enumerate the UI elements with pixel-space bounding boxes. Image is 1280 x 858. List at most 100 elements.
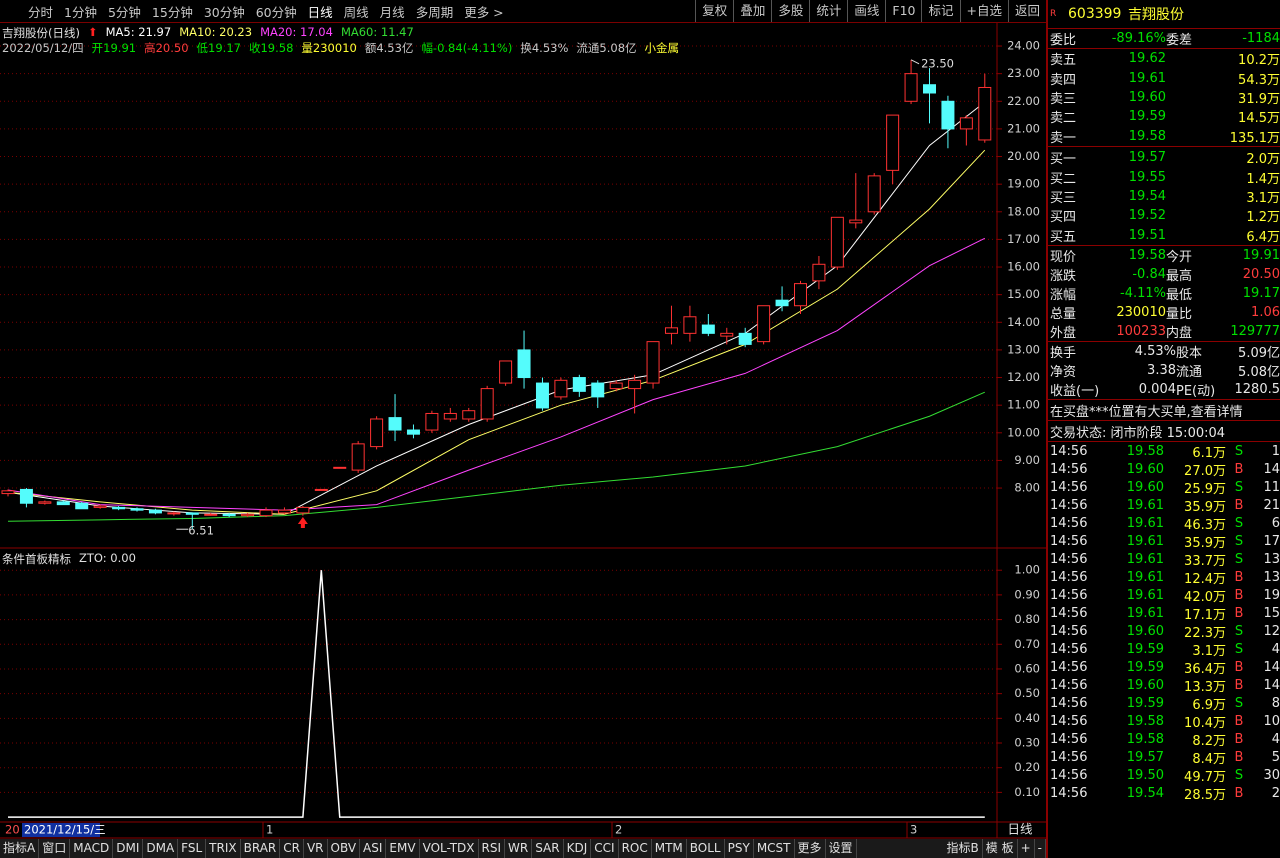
status-row: 交易状态: 闭市阶段 15:00:04 <box>1048 421 1280 441</box>
y-tick-label: 0.30 <box>1014 736 1040 750</box>
tick-cell: 19.59 <box>1126 660 1164 675</box>
tool-button[interactable]: F10 <box>885 0 921 22</box>
indicator-tab[interactable]: EMV <box>386 839 420 858</box>
book-cell: 19.60 <box>1128 89 1166 105</box>
candle-body <box>830 216 844 268</box>
quote-panel: R 603399 吉翔股份 委比 -89.16% 委差 -1184 卖五 19.62 10.2万卖… <box>1046 0 1280 858</box>
period-tab[interactable]: 30分钟 <box>203 4 245 20</box>
tick-cell: 14:56 <box>1050 516 1088 531</box>
indicator-tab[interactable]: KDJ <box>564 839 592 858</box>
period-tab[interactable]: 15分钟 <box>151 4 193 20</box>
indicator-tab[interactable]: WR <box>505 839 533 858</box>
book-cell: 3.1万 <box>1246 190 1280 206</box>
tick-cell: 19.61 <box>1126 534 1164 549</box>
indicator-tab[interactable]: 模 板 <box>983 839 1018 858</box>
tool-button[interactable]: 多股 <box>771 0 809 22</box>
tick-cell: 19.57 <box>1126 750 1164 765</box>
y-tick-label: 10.00 <box>1007 425 1040 439</box>
tick-cell: 13.3万 <box>1184 680 1226 695</box>
indicator-tab[interactable]: 指标B <box>944 839 983 858</box>
indicator-tab[interactable]: 设置 <box>826 839 857 858</box>
indicator-tab[interactable]: CCI <box>591 839 619 858</box>
indicator-tab[interactable]: FSL <box>178 839 207 858</box>
tick-cell: 10.4万 <box>1184 716 1226 731</box>
period-tab[interactable]: 5分钟 <box>107 4 141 20</box>
indicator-tab[interactable]: - <box>1035 839 1046 858</box>
weibi: 委比 -89.16% 委差 -1184 <box>1048 29 1280 49</box>
stats-cell: 19.91 <box>1242 248 1280 263</box>
tool-button[interactable]: 复权 <box>695 0 733 22</box>
ma-label: MA20: 17.04 <box>260 25 333 39</box>
y-tick-label: 8.00 <box>1014 481 1040 495</box>
period-tab[interactable]: 更多 > <box>464 4 504 20</box>
indicator-tab[interactable]: OBV <box>328 839 361 858</box>
period-tabs: 分时 1分钟 5分钟 15分钟 30分钟 60分钟 日线 周线 月线 多周期 更多 > <box>0 2 504 21</box>
indicator-tab[interactable]: 更多 <box>795 839 826 858</box>
indicator-tab[interactable]: SAR <box>532 839 564 858</box>
indicator-tab[interactable]: 窗口 <box>39 839 71 858</box>
candle-body <box>904 73 918 102</box>
period-tab[interactable]: 日线 <box>307 4 333 20</box>
candle-body <box>499 360 513 384</box>
indicator-tab[interactable]: VOL-TDX <box>420 839 479 858</box>
indicator-tab[interactable]: MTM <box>652 839 687 858</box>
tick-cell: 10 <box>1263 714 1280 729</box>
stats-cell: 涨跌 <box>1050 269 1077 284</box>
period-tab[interactable]: 分时 <box>28 4 54 20</box>
tick-row: 14:56 19.50 49.7万 S 30 <box>1048 766 1280 785</box>
period-tab[interactable]: 多周期 <box>415 4 454 20</box>
tick-cell: 8 <box>1271 696 1280 711</box>
tick-cell: B <box>1234 660 1244 675</box>
tick-cell: 19.60 <box>1126 462 1164 477</box>
indicator-tab[interactable]: TRIX <box>206 839 241 858</box>
indicator-tab[interactable]: BRAR <box>241 839 281 858</box>
tool-button[interactable]: 画线 <box>847 0 885 22</box>
tick-cell: 14:56 <box>1050 462 1088 477</box>
candle-body <box>333 466 347 469</box>
stats-cell: 今开 <box>1166 250 1193 265</box>
high-label: 23.50 <box>921 56 954 70</box>
tool-button[interactable]: 标记 <box>921 0 959 22</box>
period-tab[interactable]: 月线 <box>379 4 405 20</box>
tick-cell: S <box>1234 768 1244 783</box>
indicator-tab[interactable]: ASI <box>360 839 387 858</box>
indicator-tab[interactable]: VR <box>304 839 328 858</box>
indicator-tab[interactable]: ROC <box>619 839 652 858</box>
indicator-tab[interactable]: + <box>1018 839 1035 858</box>
y-tick-label: 0.90 <box>1014 587 1040 601</box>
indicator-tab[interactable]: BOLL <box>687 839 725 858</box>
y-tick-label: 0.70 <box>1014 637 1040 651</box>
book-cell: 31.9万 <box>1238 91 1280 107</box>
day-field: 2022/05/12/四 <box>2 41 84 55</box>
indicator-tab[interactable]: DMI <box>113 839 144 858</box>
indicator-tab[interactable]: CR <box>280 839 304 858</box>
tool-button[interactable]: +自选 <box>959 0 1008 22</box>
ma-line <box>7 149 986 515</box>
candle-body <box>812 263 826 282</box>
stats-cell: 涨幅 <box>1050 288 1077 303</box>
period-tab[interactable]: 1分钟 <box>64 4 97 20</box>
tool-button[interactable]: 返回 <box>1007 0 1046 22</box>
notice[interactable]: 在买盘***位置有大买单,查看详情 <box>1050 404 1243 420</box>
indicator-tab[interactable]: DMA <box>143 839 179 858</box>
candle-body <box>1 490 15 495</box>
tick-cell: 3.1万 <box>1192 644 1226 659</box>
signal-arrow <box>297 517 308 524</box>
tick-cell: 14:56 <box>1050 480 1088 495</box>
period-tab[interactable]: 60分钟 <box>255 4 297 20</box>
period-tab[interactable]: 周线 <box>343 4 369 20</box>
indicator-tab[interactable]: MACD <box>70 839 114 858</box>
ma-label: MA10: 20.23 <box>179 25 253 39</box>
indicator-tab[interactable]: RSI <box>479 839 506 858</box>
ma-label: MA60: 11.47 <box>340 25 414 39</box>
book-cell: 卖五 <box>1050 53 1077 69</box>
indicator-tab[interactable]: MCST <box>754 839 795 858</box>
indicator-tab[interactable]: 指标A <box>0 839 40 858</box>
tool-button[interactable]: 统计 <box>809 0 847 22</box>
stats-cell: 外盘 <box>1050 326 1077 341</box>
indicator-tab[interactable]: PSY <box>725 839 754 858</box>
tick-cell: 6.9万 <box>1192 698 1226 713</box>
tool-button[interactable]: 叠加 <box>733 0 771 22</box>
stats-cell: -4.11% <box>1120 286 1166 301</box>
fund-cell: PE(动) <box>1176 384 1216 399</box>
